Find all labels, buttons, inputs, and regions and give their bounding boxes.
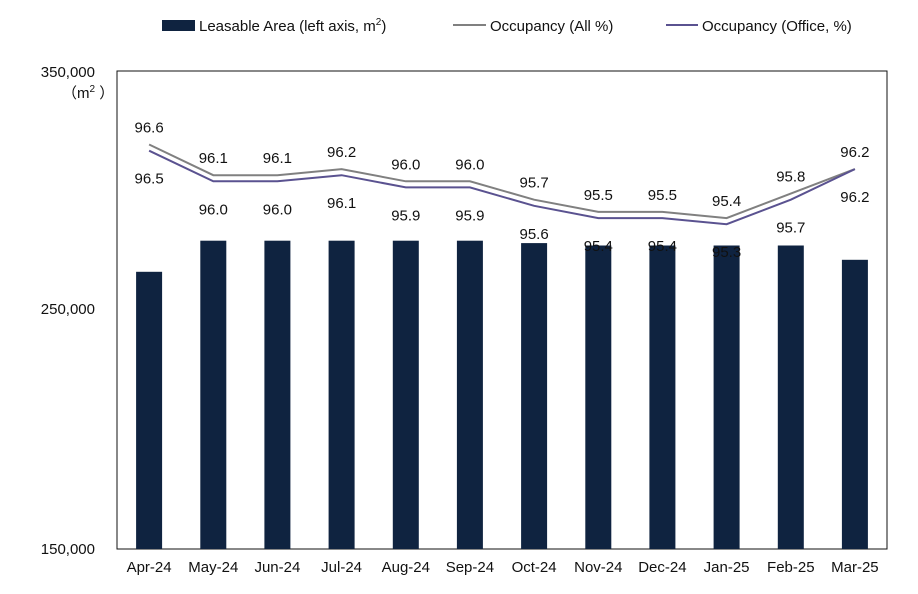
y-axis: 350,000 250,000 150,000 （m2 ） — [41, 64, 114, 558]
bar-apr-24 — [136, 271, 163, 549]
data-label-office-apr-24: 96.5 — [134, 171, 163, 188]
bar-jan-25 — [713, 245, 740, 549]
legend-label-occupancy-all: Occupancy (All %) — [490, 18, 613, 35]
data-label-all-nov-24: 95.5 — [584, 187, 613, 204]
data-label-office-may-24: 96.0 — [199, 201, 228, 218]
bar-mar-25 — [841, 259, 868, 549]
data-label-office-sep-24: 95.9 — [455, 207, 484, 224]
x-tick-label-sep-24: Sep-24 — [446, 559, 494, 576]
data-label-office-dec-24: 95.4 — [648, 238, 677, 255]
data-label-all-apr-24: 96.6 — [134, 120, 163, 137]
bar-dec-24 — [649, 245, 676, 549]
data-label-office-jul-24: 96.1 — [327, 195, 356, 212]
bar-sep-24 — [456, 240, 483, 549]
data-label-all-may-24: 96.1 — [199, 150, 228, 167]
data-labels-layer: 96.6 96.1 96.1 96.2 96.0 96.0 95.7 95.5 95.5 95.4… — [134, 120, 869, 262]
data-label-office-mar-25: 96.2 — [840, 189, 869, 206]
data-label-office-feb-25: 95.7 — [776, 220, 805, 237]
data-label-all-jan-25: 95.4 — [712, 193, 741, 210]
x-tick-label-aug-24: Aug-24 — [382, 559, 430, 576]
bar-jul-24 — [328, 240, 355, 549]
line-occupancy-all — [148, 143, 856, 220]
data-label-office-jan-25: 95.3 — [712, 244, 741, 261]
x-tick-label-apr-24: Apr-24 — [127, 559, 172, 576]
x-tick-label-may-24: May-24 — [188, 559, 238, 576]
data-label-all-sep-24: 96.0 — [455, 156, 484, 173]
bar-feb-25 — [777, 245, 804, 549]
legend-label-occupancy-office: Occupancy (Office, %) — [702, 18, 852, 35]
lines-layer — [148, 143, 856, 226]
legend: Leasable Area (left axis, m2) Occupancy … — [162, 17, 852, 35]
y-tick-label-250000: 250,000 — [41, 301, 95, 318]
bar-nov-24 — [585, 245, 612, 549]
x-tick-label-jul-24: Jul-24 — [321, 559, 362, 576]
x-axis: Apr-24 May-24 Jun-24 Jul-24 Aug-24 Sep-24 Oct-… — [127, 559, 879, 576]
data-label-all-oct-24: 95.7 — [519, 175, 548, 192]
bar-jun-24 — [264, 240, 291, 549]
x-tick-label-mar-25: Mar-25 — [831, 559, 879, 576]
bars-layer — [136, 240, 868, 549]
data-label-office-jun-24: 96.0 — [263, 201, 292, 218]
data-label-all-aug-24: 96.0 — [391, 156, 420, 173]
x-tick-label-dec-24: Dec-24 — [638, 559, 686, 576]
bar-aug-24 — [392, 240, 419, 549]
data-label-all-jul-24: 96.2 — [327, 144, 356, 161]
x-tick-label-oct-24: Oct-24 — [512, 559, 557, 576]
data-label-office-aug-24: 95.9 — [391, 207, 420, 224]
legend-label-bars: Leasable Area (left axis, m2) — [199, 17, 386, 35]
x-tick-label-feb-25: Feb-25 — [767, 559, 815, 576]
y-tick-label-150000: 150,000 — [41, 541, 95, 558]
x-tick-label-jan-25: Jan-25 — [704, 559, 750, 576]
data-label-all-jun-24: 96.1 — [263, 150, 292, 167]
data-label-all-feb-25: 95.8 — [776, 169, 805, 186]
bar-may-24 — [200, 240, 227, 549]
legend-swatch-bars — [162, 20, 195, 31]
bar-oct-24 — [521, 243, 548, 549]
plot-frame — [116, 70, 888, 550]
y-tick-label-350000: 350,000 — [41, 64, 95, 81]
data-label-office-oct-24: 95.6 — [519, 226, 548, 243]
y-axis-unit-label: （m2 ） — [62, 84, 114, 102]
data-label-all-dec-24: 95.5 — [648, 187, 677, 204]
x-tick-label-jun-24: Jun-24 — [254, 559, 300, 576]
x-tick-label-nov-24: Nov-24 — [574, 559, 622, 576]
data-label-office-nov-24: 95.4 — [584, 238, 613, 255]
data-label-all-mar-25: 96.2 — [840, 144, 869, 161]
line-occupancy-office — [148, 149, 856, 226]
